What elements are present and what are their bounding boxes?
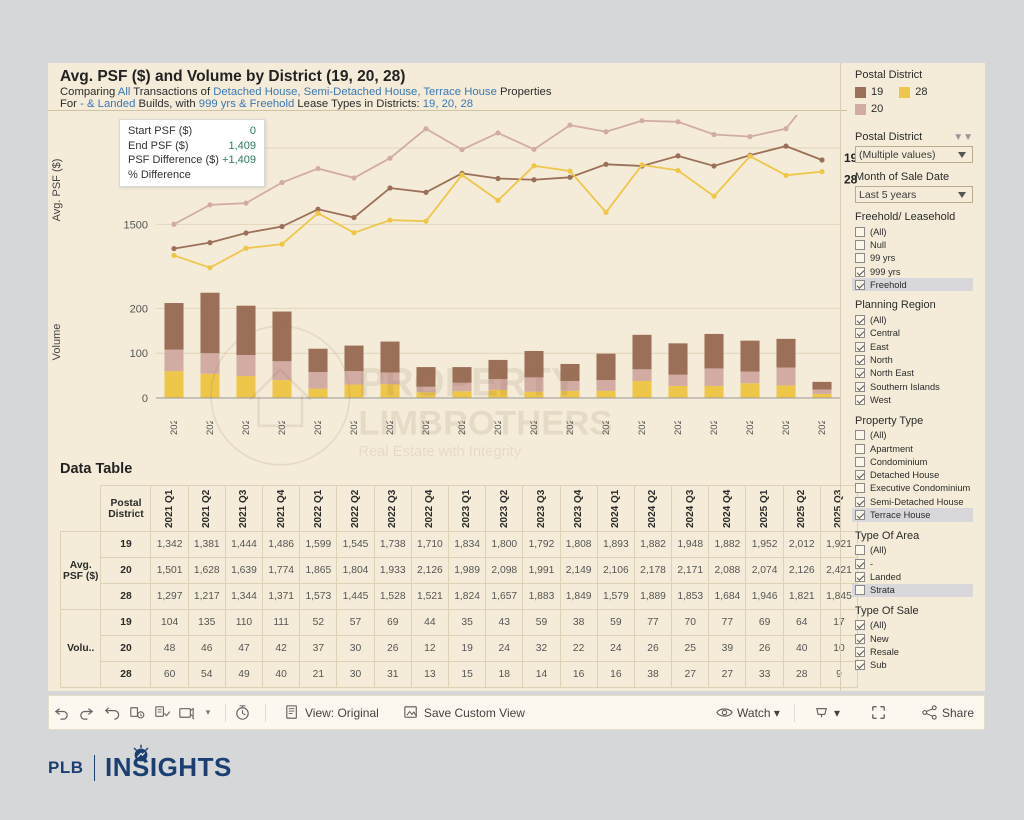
svg-text:Avg. PSF ($): Avg. PSF ($) bbox=[51, 159, 63, 222]
svg-text:Volume: Volume bbox=[51, 324, 63, 361]
svg-text:100: 100 bbox=[130, 348, 148, 360]
svg-text:1500: 1500 bbox=[124, 219, 148, 231]
svg-text:0: 0 bbox=[142, 393, 148, 405]
svg-text:200: 200 bbox=[130, 303, 148, 315]
